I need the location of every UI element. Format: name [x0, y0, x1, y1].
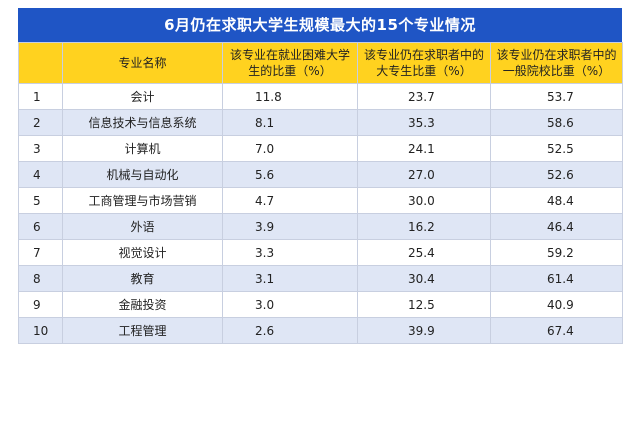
- row-college-share: 16.2: [357, 213, 491, 240]
- row-index: 2: [18, 109, 63, 136]
- row-major-name: 金融投资: [62, 291, 223, 318]
- row-difficulty-share: 8.1: [222, 109, 358, 136]
- row-major-name: 工商管理与市场营销: [62, 187, 223, 214]
- table-row: 4 机械与自动化 5.6 27.0 52.6: [18, 161, 623, 188]
- row-major-name: 机械与自动化: [62, 161, 223, 188]
- row-difficulty-share: 3.9: [222, 213, 358, 240]
- row-index: 3: [18, 135, 63, 162]
- row-general-school-share: 52.6: [490, 161, 623, 188]
- row-major-name: 视觉设计: [62, 239, 223, 266]
- row-college-share: 39.9: [357, 317, 491, 344]
- header-row: 专业名称 该专业在就业困难大学生的比重（%） 该专业仍在求职者中的大专生比重（%…: [18, 42, 623, 84]
- row-major-name: 会计: [62, 83, 223, 110]
- data-table: 专业名称 该专业在就业困难大学生的比重（%） 该专业仍在求职者中的大专生比重（%…: [18, 42, 623, 344]
- row-difficulty-share: 3.0: [222, 291, 358, 318]
- table-row: 7 视觉设计 3.3 25.4 59.2: [18, 239, 623, 266]
- row-general-school-share: 46.4: [490, 213, 623, 240]
- table-row: 10 工程管理 2.6 39.9 67.4: [18, 317, 623, 344]
- header-major-name: 专业名称: [62, 42, 223, 84]
- row-general-school-share: 52.5: [490, 135, 623, 162]
- row-index: 4: [18, 161, 63, 188]
- table-row: 1 会计 11.8 23.7 53.7: [18, 83, 623, 110]
- row-college-share: 25.4: [357, 239, 491, 266]
- table-row: 9 金融投资 3.0 12.5 40.9: [18, 291, 623, 318]
- row-college-share: 30.0: [357, 187, 491, 214]
- row-general-school-share: 48.4: [490, 187, 623, 214]
- row-general-school-share: 67.4: [490, 317, 623, 344]
- table-container: 6月仍在求职大学生规模最大的15个专业情况 专业名称 该专业在就业困难大学生的比…: [18, 8, 623, 344]
- row-general-school-share: 53.7: [490, 83, 623, 110]
- row-index: 10: [18, 317, 63, 344]
- row-college-share: 27.0: [357, 161, 491, 188]
- row-difficulty-share: 3.1: [222, 265, 358, 292]
- table-row: 5 工商管理与市场营销 4.7 30.0 48.4: [18, 187, 623, 214]
- row-difficulty-share: 7.0: [222, 135, 358, 162]
- row-difficulty-share: 11.8: [222, 83, 358, 110]
- row-major-name: 信息技术与信息系统: [62, 109, 223, 136]
- row-major-name: 外语: [62, 213, 223, 240]
- table-row: 2 信息技术与信息系统 8.1 35.3 58.6: [18, 109, 623, 136]
- header-difficulty-share: 该专业在就业困难大学生的比重（%）: [222, 42, 358, 84]
- row-general-school-share: 61.4: [490, 265, 623, 292]
- row-index: 8: [18, 265, 63, 292]
- header-index: [18, 42, 63, 84]
- row-difficulty-share: 2.6: [222, 317, 358, 344]
- row-index: 5: [18, 187, 63, 214]
- row-college-share: 24.1: [357, 135, 491, 162]
- row-major-name: 计算机: [62, 135, 223, 162]
- row-index: 9: [18, 291, 63, 318]
- row-index: 7: [18, 239, 63, 266]
- row-index: 1: [18, 83, 63, 110]
- row-general-school-share: 58.6: [490, 109, 623, 136]
- header-college-share: 该专业仍在求职者中的大专生比重（%）: [357, 42, 491, 84]
- table-row: 8 教育 3.1 30.4 61.4: [18, 265, 623, 292]
- row-difficulty-share: 5.6: [222, 161, 358, 188]
- row-major-name: 教育: [62, 265, 223, 292]
- table-title: 6月仍在求职大学生规模最大的15个专业情况: [18, 8, 622, 42]
- row-general-school-share: 40.9: [490, 291, 623, 318]
- header-general-school-share: 该专业仍在求职者中的一般院校比重（%）: [490, 42, 623, 84]
- table-row: 3 计算机 7.0 24.1 52.5: [18, 135, 623, 162]
- row-difficulty-share: 3.3: [222, 239, 358, 266]
- row-index: 6: [18, 213, 63, 240]
- table-row: 6 外语 3.9 16.2 46.4: [18, 213, 623, 240]
- row-college-share: 30.4: [357, 265, 491, 292]
- row-general-school-share: 59.2: [490, 239, 623, 266]
- row-college-share: 12.5: [357, 291, 491, 318]
- table-body: 1 会计 11.8 23.7 53.7 2 信息技术与信息系统 8.1 35.3 58.6 3 计算机…: [18, 83, 623, 344]
- row-major-name: 工程管理: [62, 317, 223, 344]
- row-college-share: 23.7: [357, 83, 491, 110]
- row-difficulty-share: 4.7: [222, 187, 358, 214]
- row-college-share: 35.3: [357, 109, 491, 136]
